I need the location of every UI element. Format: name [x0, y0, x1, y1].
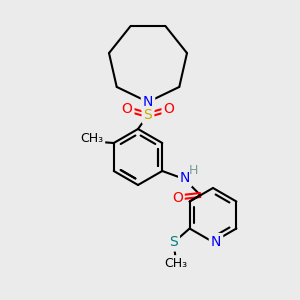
Text: O: O — [172, 191, 183, 205]
Text: CH₃: CH₃ — [80, 133, 103, 146]
Text: N: N — [143, 95, 153, 109]
Text: N: N — [180, 171, 190, 185]
Text: N: N — [211, 235, 221, 249]
Text: S: S — [144, 108, 152, 122]
Text: CH₃: CH₃ — [164, 257, 187, 270]
Text: S: S — [169, 236, 178, 250]
Text: H: H — [189, 164, 198, 178]
Text: O: O — [122, 102, 132, 116]
Text: O: O — [164, 102, 174, 116]
